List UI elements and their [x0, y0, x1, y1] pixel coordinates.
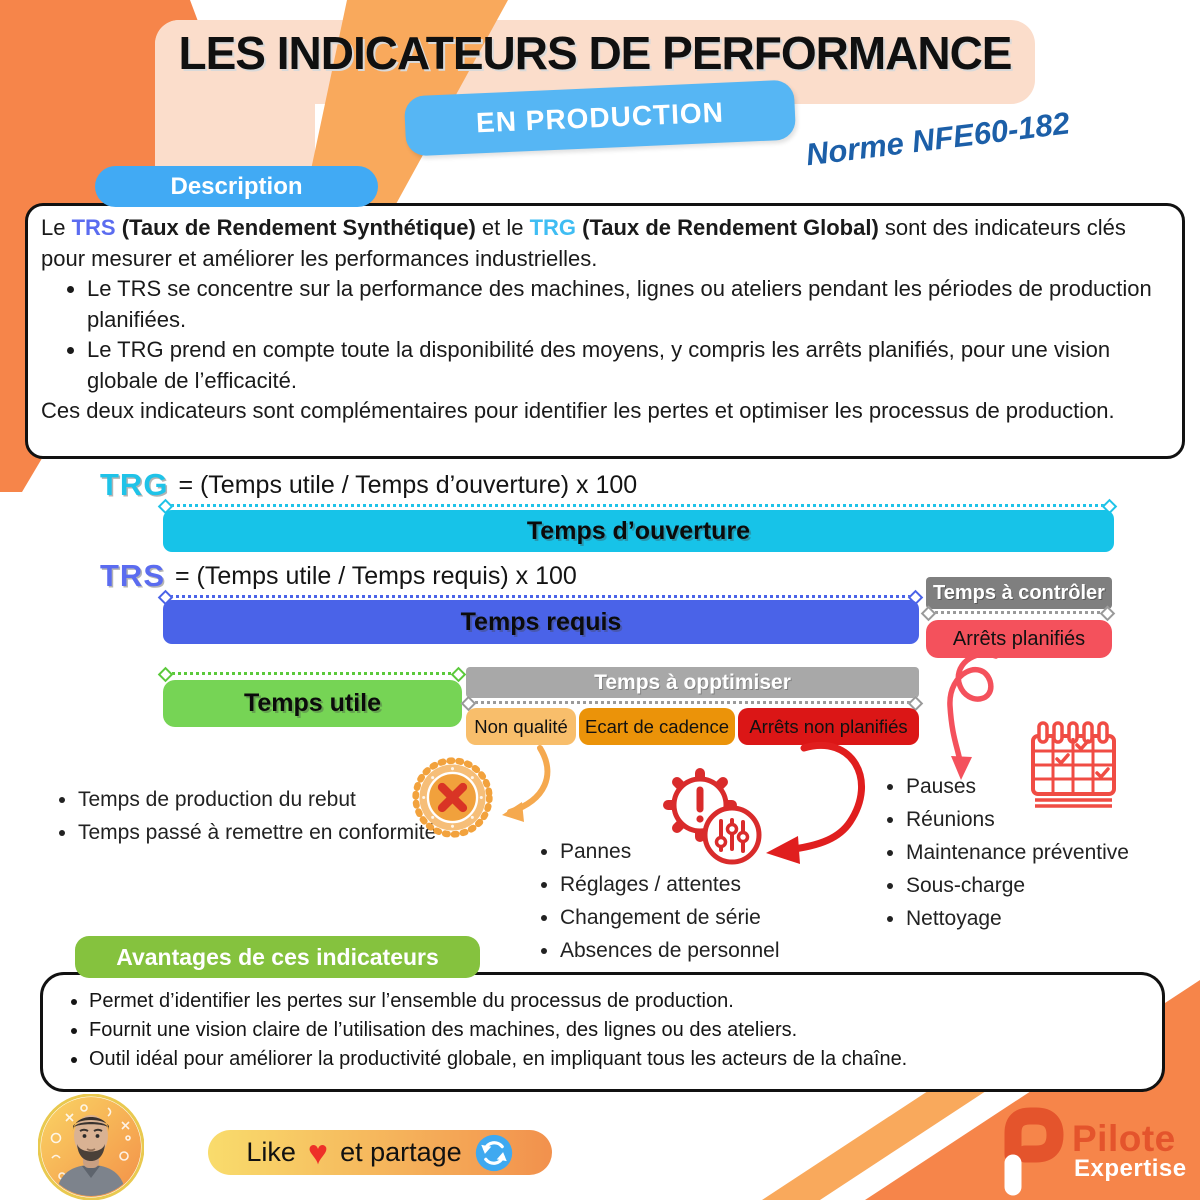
box-arrets-non-planifies: Arrêts non planifiés [738, 708, 919, 745]
brand-subtitle: Expertise [1074, 1155, 1187, 1182]
description-outro: Ces deux indicateurs sont complémentaire… [41, 398, 1115, 423]
non-qualite-text: Non qualité [474, 715, 568, 737]
share-icon [475, 1134, 512, 1171]
rejected-stamp-icon [412, 757, 493, 838]
bar-temps-ouverture-label: Temps d’ouverture [526, 516, 751, 545]
curved-arrow-red-icon [766, 742, 865, 864]
like-label: Like [246, 1137, 296, 1167]
bar-temps-utile: Temps utile [163, 680, 462, 727]
trs-formula-label: TRS [100, 558, 165, 593]
share-label: et partage [340, 1137, 462, 1167]
optimiser-causes-list: Pannes Réglages / attentes Changement de… [534, 840, 880, 972]
advantages-box: Permet d’identifier les pertes sur l’ens… [40, 972, 1165, 1092]
list-item: Réglages / attentes [560, 873, 880, 897]
list-item: Temps passé à remettre en conformité [78, 821, 498, 845]
trg-formula-text: = (Temps utile / Temps d’ouverture) x 10… [178, 470, 638, 499]
list-item: Nettoyage [906, 907, 1200, 931]
measure-line-utile [165, 672, 459, 675]
measure-line-controler [928, 611, 1108, 614]
trg-formula: TRG = (Temps utile / Temps d’ouverture) … [100, 467, 637, 503]
trs-formula: TRS = (Temps utile / Temps requis) x 100 [100, 558, 577, 594]
heart-icon: ♥ [307, 1133, 329, 1172]
description-section-badge: Description [95, 166, 378, 207]
bar-temps-requis-label: Temps requis [460, 607, 622, 636]
bar-temps-utile-label: Temps utile [243, 689, 382, 717]
bar-temps-a-optimiser: Temps à opptimiser [466, 667, 919, 698]
list-item: Fournit une vision claire de l’utilisati… [89, 1016, 1146, 1045]
calendar-icon [1031, 721, 1116, 808]
measure-line-ouverture [165, 504, 1110, 507]
label-temps-a-controler: Temps à contrôler [926, 577, 1112, 609]
advantages-section-badge: Avantages de ces indicateurs [75, 936, 480, 978]
list-item: Maintenance préventive [906, 841, 1200, 865]
description-section-label: Description [170, 172, 303, 200]
description-intro: Le TRS (Taux de Rendement Synthétique) e… [41, 215, 1126, 271]
description-bullet: Le TRS se concentre sur la performance d… [87, 274, 1169, 335]
trg-formula-label: TRG [100, 467, 169, 502]
list-item: Temps de production du rebut [78, 788, 498, 812]
bar-temps-requis: Temps requis [163, 600, 919, 644]
trs-formula-text: = (Temps utile / Temps requis) x 100 [175, 561, 577, 590]
list-item: Pannes [560, 840, 880, 864]
list-item: Pauses [906, 775, 1200, 799]
description-bullet-list: Le TRS se concentre sur la performance d… [41, 274, 1169, 396]
measure-line-optimiser [468, 701, 916, 704]
box-ecart-de-cadence: Ecart de cadence [579, 708, 735, 745]
box-non-qualite: Non qualité [466, 708, 576, 745]
measure-line-requis [165, 595, 916, 598]
list-item: Permet d’identifier les pertes sur l’ens… [89, 987, 1146, 1016]
ecart-de-cadence-text: Ecart de cadence [585, 715, 729, 737]
rebut-causes-list: Temps de production du rebut Temps passé… [52, 788, 498, 854]
list-item: Outil idéal pour améliorer la productivi… [89, 1045, 1146, 1074]
page-title: LES INDICATEURS DE PERFORMANCE [178, 27, 1013, 79]
arrets-non-planifies-text: Arrêts non planifiés [749, 715, 908, 737]
curved-arrow-orange-icon [502, 745, 551, 822]
gear-alert-icon [663, 768, 762, 865]
like-share-banner: Like ♥ et partage [208, 1130, 552, 1175]
trs-abbreviation: TRS [71, 215, 116, 240]
list-item: Absences de personnel [560, 939, 880, 963]
trg-abbreviation: TRG [529, 215, 577, 240]
advantages-section-label: Avantages de ces indicateurs [116, 943, 439, 970]
list-item: Sous-charge [906, 874, 1200, 898]
list-item: Réunions [906, 808, 1200, 832]
bar-temps-ouverture: Temps d’ouverture [163, 510, 1114, 552]
temps-a-optimiser-text: Temps à opptimiser [594, 670, 791, 694]
description-box: Le TRS (Taux de Rendement Synthétique) e… [25, 203, 1185, 459]
subtitle-label: EN PRODUCTION [475, 96, 725, 139]
advantages-list: Permet d’identifier les pertes sur l’ens… [59, 987, 1146, 1074]
brand-name: Pilote [1072, 1118, 1176, 1159]
author-avatar [38, 1094, 144, 1200]
temps-a-controler-text: Temps à contrôler [933, 581, 1105, 604]
box-arrets-planifies: Arrêts planifiés [926, 620, 1112, 658]
list-item: Changement de série [560, 906, 880, 930]
planifies-causes-list: Pauses Réunions Maintenance préventive S… [880, 775, 1200, 940]
loop-arrow-pink-icon [947, 651, 999, 780]
pilote-logo-mark [1004, 1107, 1064, 1196]
arrets-planifies-text: Arrêts planifiés [952, 627, 1086, 650]
description-bullet: Le TRG prend en compte toute la disponib… [87, 335, 1169, 396]
